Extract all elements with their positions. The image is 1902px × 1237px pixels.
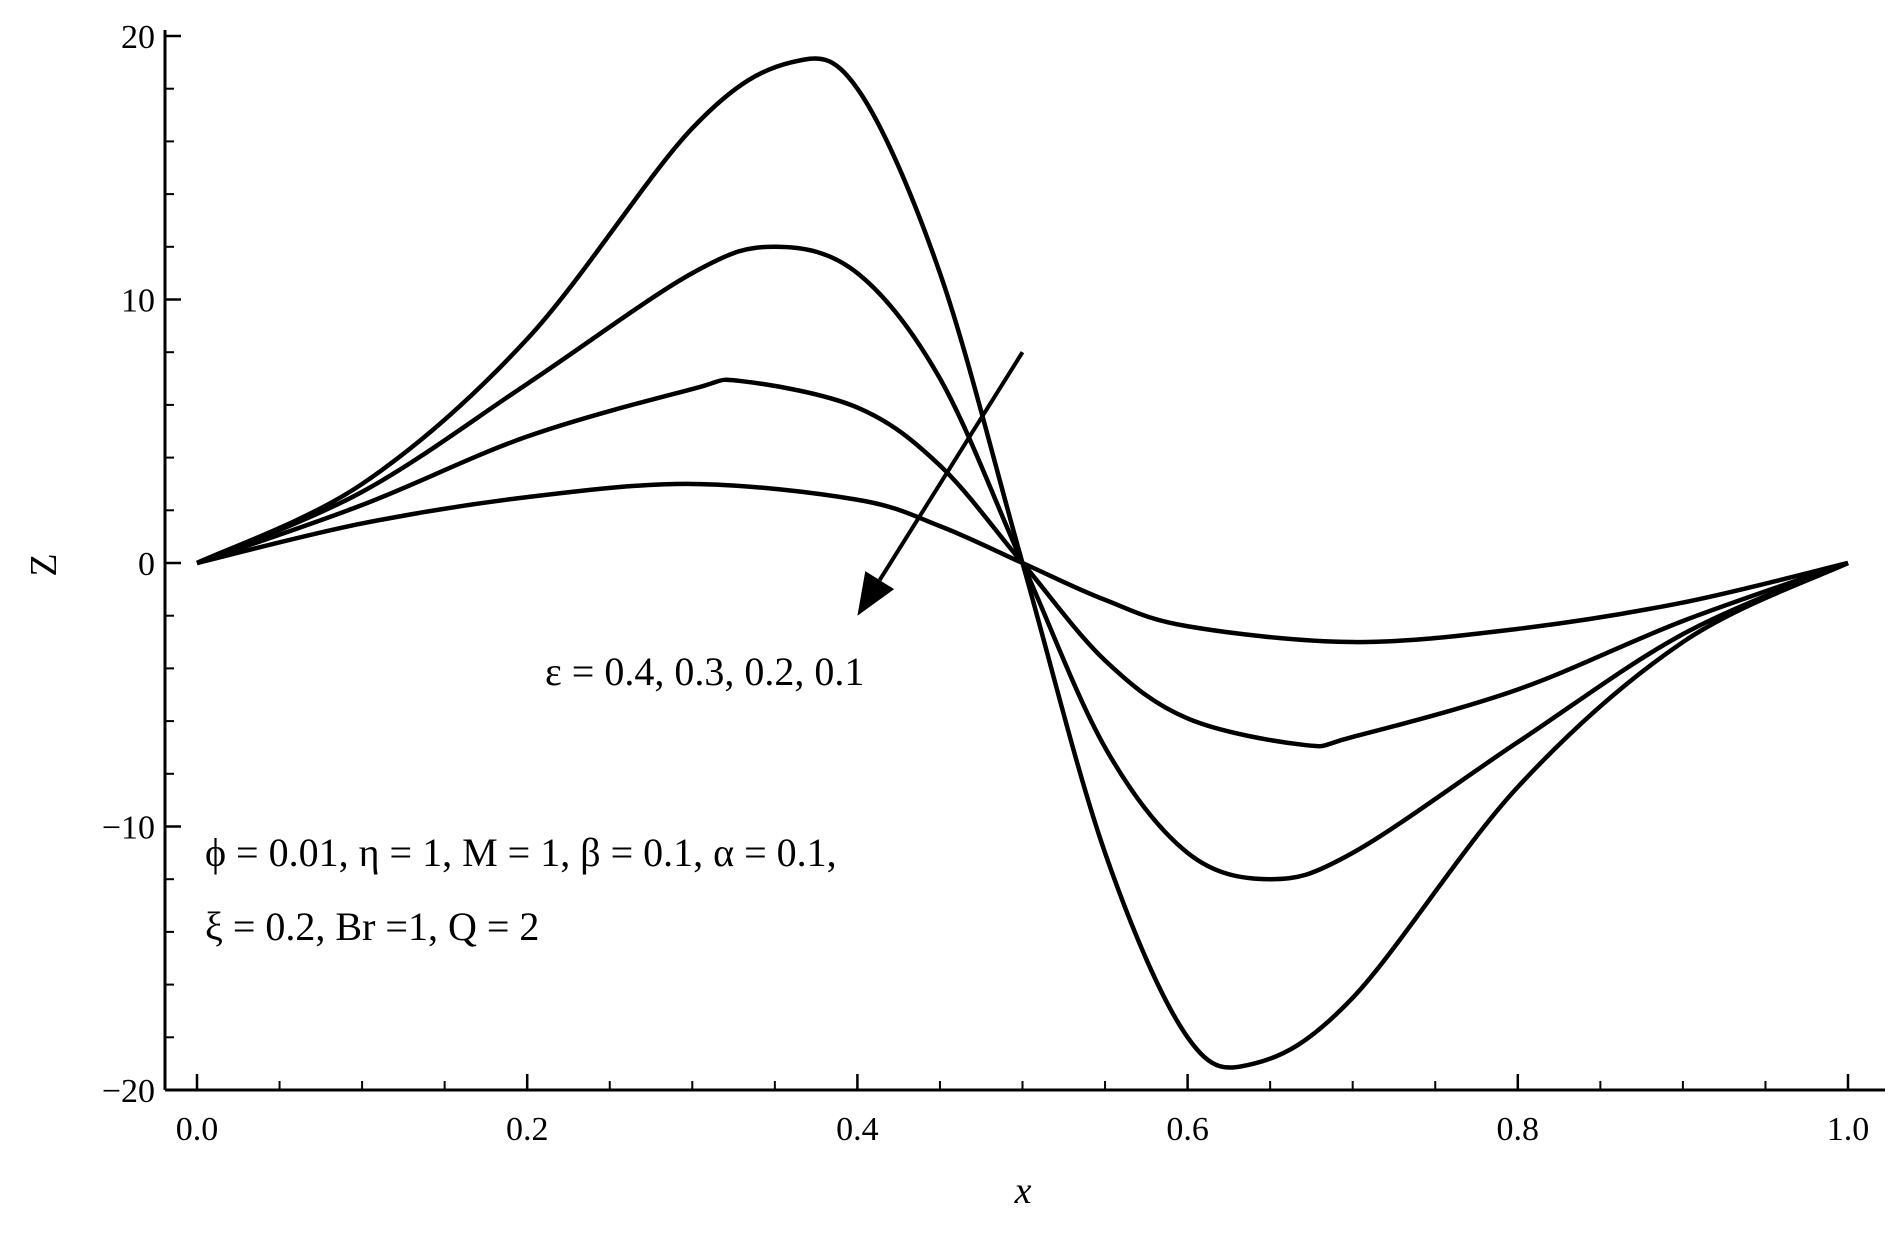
y-tick-label: −20	[102, 1073, 155, 1110]
curves	[196, 56, 1849, 1070]
series-line-4	[196, 481, 1849, 645]
x-tick-label: 0.8	[1497, 1111, 1540, 1148]
x-axis-title: x	[1014, 1170, 1032, 1212]
epsilon-annotation: ε = 0.4, 0.3, 0.2, 0.1	[545, 649, 864, 694]
params-line-1: ϕ = 0.01, η = 1, M = 1, β = 0.1, α = 0.1…	[205, 830, 837, 875]
y-tick-label: 20	[121, 19, 155, 56]
arrow-shaft	[878, 351, 1025, 582]
x-tick-label: 0.6	[1166, 1111, 1209, 1148]
y-axis-title: Z	[23, 553, 65, 576]
y-tick-label: 10	[121, 283, 155, 320]
arrow	[857, 351, 1025, 616]
axes: 0.0 0.2 0.4 0.6 0.8 1.0 20 10 0 −10 −20	[102, 19, 1885, 1148]
x-tick-label: 0.0	[176, 1111, 219, 1148]
x-tick-label: 0.2	[506, 1111, 549, 1148]
params-line-2: ξ = 0.2, Br =1, Q = 2	[205, 904, 539, 949]
x-tick-label: 0.4	[836, 1111, 879, 1148]
y-tick-label: 0	[138, 546, 155, 583]
x-tick-label: 1.0	[1827, 1111, 1870, 1148]
arrow-head	[857, 571, 895, 616]
y-tick-label: −10	[102, 810, 155, 847]
